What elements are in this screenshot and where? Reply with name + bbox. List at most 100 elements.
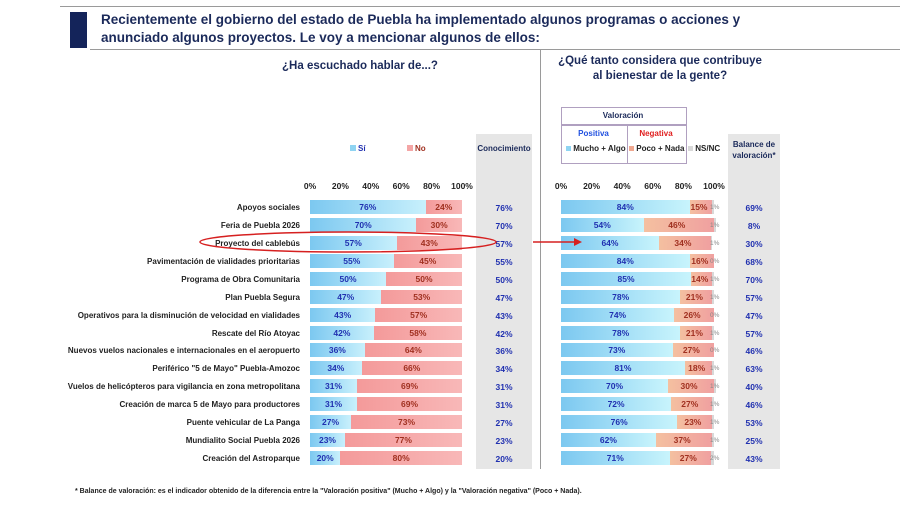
- bar-positive: [561, 289, 681, 304]
- conocimiento-header: Conocimiento: [477, 144, 531, 153]
- bar-positive-label: 84%: [616, 255, 634, 266]
- bar-negative-label: 23%: [684, 417, 702, 428]
- balance-value: 47%: [745, 310, 763, 321]
- valoracion-label: Valoración: [602, 111, 644, 120]
- bar-no: [386, 271, 462, 286]
- balance-value: 57%: [745, 328, 763, 339]
- bar-negative: [684, 361, 713, 376]
- bar-nsnc: [714, 217, 716, 232]
- row-label: Nuevos vuelos nacionales e internacional…: [67, 346, 300, 356]
- bar-positive-label: 64%: [601, 237, 619, 248]
- bar-nsnc: [712, 433, 714, 448]
- bar-no-label: 43%: [420, 237, 438, 248]
- legend-mucho-algo: Mucho + Algo: [566, 144, 626, 153]
- right-tick: 60%: [644, 181, 662, 191]
- balance-value: 46%: [745, 346, 763, 357]
- title-accent-block: [70, 12, 87, 48]
- left-tick: 80%: [423, 181, 441, 191]
- bar-positive: [561, 271, 692, 286]
- row-label: Proyecto del cablebús: [215, 238, 300, 248]
- bar-positive: [561, 307, 675, 322]
- row-label: Rescate del Río Atoyac: [211, 328, 300, 338]
- mucho-swatch: [566, 146, 571, 151]
- bar-positive: [561, 200, 690, 214]
- bar-nsnc: [712, 397, 714, 412]
- bar-nsnc-label: 1%: [710, 437, 720, 445]
- left-tick: 60%: [392, 181, 410, 191]
- bar-no-label: 69%: [401, 399, 419, 410]
- row-label: Mundialito Social Puebla 2026: [185, 436, 300, 446]
- bar-si: [310, 325, 374, 340]
- bar-negative-label: 27%: [679, 453, 697, 464]
- bar-no-label: 69%: [401, 381, 419, 392]
- right-question-2: al bienestar de la gente?: [592, 70, 728, 82]
- bar-no-label: 64%: [404, 345, 422, 356]
- bar-nsnc: [710, 451, 714, 466]
- balance-value: 68%: [745, 256, 763, 267]
- bar-negative-label: 27%: [681, 399, 699, 410]
- bar-nsnc-label: 1%: [710, 239, 720, 247]
- bar-positive: [561, 343, 673, 358]
- bar-si-label: 55%: [343, 255, 361, 266]
- left-question: ¿Ha escuchado hablar de...?: [282, 60, 438, 72]
- row-label: Periférico "5 de Mayo" Puebla-Amozoc: [152, 364, 300, 374]
- balance-value: 53%: [745, 418, 763, 429]
- page-title: Recientemente el gobierno del estado de …: [101, 12, 741, 45]
- row-label: Creación del Astroparque: [202, 454, 300, 464]
- poco-label: Poco + Nada: [636, 144, 685, 153]
- bar-negative: [691, 271, 713, 286]
- conocimiento-value: 47%: [495, 292, 513, 303]
- left-tick: 40%: [362, 181, 380, 191]
- arrow-head-icon: [574, 238, 582, 246]
- bar-no: [357, 379, 462, 394]
- bar-positive: [561, 433, 656, 448]
- bar-negative: [689, 200, 713, 214]
- bar-si: [310, 289, 382, 304]
- bar-si: [310, 307, 376, 322]
- conocimiento-value: 70%: [495, 220, 513, 231]
- bar-no: [344, 433, 462, 448]
- bar-si-label: 20%: [316, 453, 334, 464]
- bar-negative-label: 46%: [668, 219, 686, 230]
- highlight-ellipse: [199, 231, 497, 253]
- right-tick: 40%: [613, 181, 631, 191]
- bar-positive-label: 84%: [616, 202, 634, 212]
- bar-nsnc-label: 0%: [710, 257, 720, 265]
- bar-no-label: 30%: [430, 219, 448, 230]
- row-label: Feria de Puebla 2026: [220, 220, 300, 230]
- bar-no-label: 50%: [415, 273, 433, 284]
- bar-nsnc: [712, 325, 714, 340]
- bar-positive-label: 72%: [607, 399, 625, 410]
- conocimiento-column: [476, 134, 532, 469]
- bar-positive-label: 74%: [609, 309, 627, 320]
- row-label: Plan Puebla Segura: [225, 292, 300, 302]
- bar-no: [340, 451, 462, 466]
- bar-no: [361, 361, 462, 376]
- bar-nsnc-label: 1%: [710, 419, 720, 427]
- bar-no: [393, 253, 462, 268]
- bar-negative: [672, 343, 714, 358]
- bar-si-label: 23%: [318, 435, 336, 446]
- bar-nsnc-label: 1%: [710, 329, 720, 337]
- row-label: Programa de Obra Comunitaria: [181, 274, 300, 284]
- bar-no-label: 53%: [413, 291, 431, 302]
- bar-negative-label: 14%: [691, 273, 709, 284]
- bar-positive-label: 70%: [606, 381, 624, 392]
- bar-positive: [561, 415, 678, 430]
- mucho-label: Mucho + Algo: [573, 144, 626, 153]
- bar-positive-label: 85%: [617, 273, 635, 284]
- nsnc-label: NS/NC: [695, 144, 721, 153]
- bar-nsnc: [714, 379, 716, 394]
- bar-negative: [680, 289, 713, 304]
- bar-si-label: 42%: [333, 327, 351, 338]
- legend-no-label: No: [415, 144, 426, 153]
- bar-no: [373, 325, 462, 340]
- bar-nsnc: [712, 271, 714, 286]
- bar-nsnc-label: 1%: [710, 221, 720, 229]
- conocimiento-value: 27%: [495, 418, 513, 429]
- balance-value: 43%: [745, 454, 763, 465]
- bar-negative: [680, 325, 713, 340]
- balance-header: Balance de valoración*: [732, 140, 776, 160]
- bar-si-label: 27%: [322, 417, 340, 428]
